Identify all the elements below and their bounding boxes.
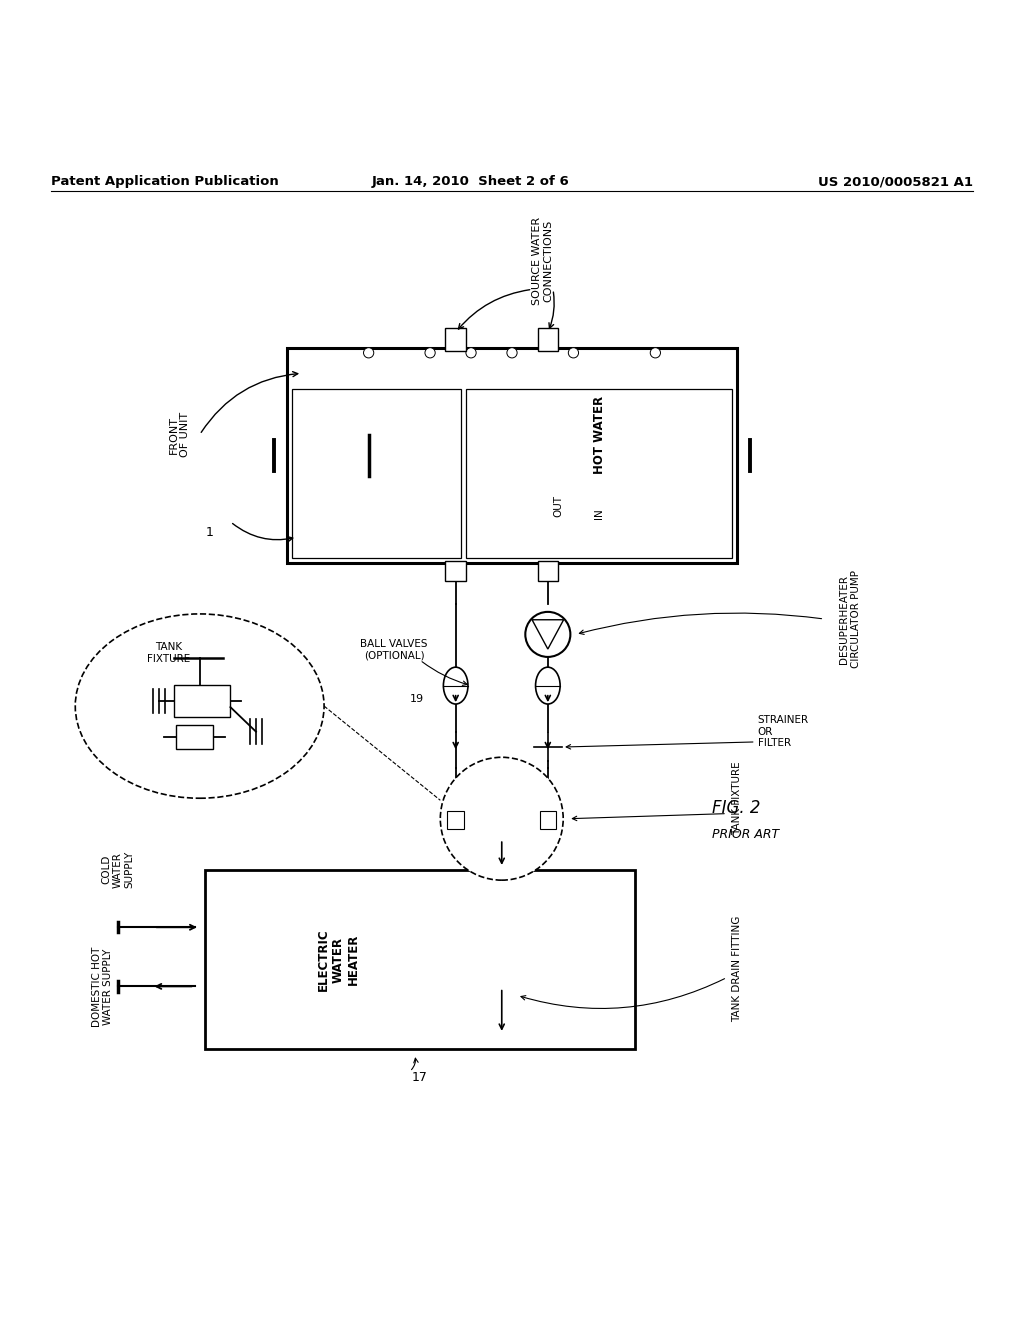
Bar	[538, 561, 558, 581]
Text: 17: 17	[412, 1072, 428, 1084]
Circle shape	[568, 347, 579, 358]
Text: SOURCE WATER
CONNECTIONS: SOURCE WATER CONNECTIONS	[531, 216, 554, 305]
Bar	[540, 810, 556, 829]
Text: COLD
WATER
SUPPLY: COLD WATER SUPPLY	[101, 851, 134, 888]
Polygon shape	[532, 620, 563, 649]
Bar	[292, 388, 461, 557]
Text: STRAINER
OR
FILTER: STRAINER OR FILTER	[758, 715, 809, 748]
Circle shape	[507, 347, 517, 358]
Circle shape	[525, 612, 570, 657]
Text: 1: 1	[206, 525, 214, 539]
Bar	[466, 388, 732, 557]
Text: Patent Application Publication: Patent Application Publication	[51, 176, 279, 189]
Text: BALL VALVES
(OPTIONAL): BALL VALVES (OPTIONAL)	[360, 639, 428, 660]
Text: OUT: OUT	[553, 495, 563, 517]
Text: DESUPERHEATER
CIRCULATOR PUMP: DESUPERHEATER CIRCULATOR PUMP	[839, 570, 861, 668]
Text: 19: 19	[410, 694, 424, 704]
Bar	[287, 347, 737, 562]
Circle shape	[364, 347, 374, 358]
Circle shape	[466, 347, 476, 358]
Circle shape	[425, 347, 435, 358]
Text: ELECTRIC
WATER
HEATER: ELECTRIC WATER HEATER	[316, 928, 359, 991]
Ellipse shape	[443, 667, 468, 704]
Bar	[538, 329, 558, 351]
Text: HOT WATER: HOT WATER	[593, 396, 605, 474]
Bar	[174, 685, 230, 717]
Text: DOMESTIC HOT
WATER SUPPLY: DOMESTIC HOT WATER SUPPLY	[91, 946, 114, 1027]
Bar	[176, 725, 213, 748]
Bar	[445, 561, 466, 581]
Text: FRONT
OF UNIT: FRONT OF UNIT	[168, 412, 190, 457]
Text: TANK DRAIN FITTING: TANK DRAIN FITTING	[732, 915, 742, 1022]
Text: PRIOR ART: PRIOR ART	[712, 828, 779, 841]
Bar	[445, 329, 466, 351]
Bar	[447, 810, 464, 829]
Circle shape	[440, 758, 563, 880]
Ellipse shape	[536, 667, 560, 704]
Text: TANK FIXTURE: TANK FIXTURE	[732, 762, 742, 836]
Ellipse shape	[76, 614, 324, 799]
Text: US 2010/0005821 A1: US 2010/0005821 A1	[818, 176, 973, 189]
Text: IN: IN	[594, 508, 604, 519]
Text: TANK
FIXTURE: TANK FIXTURE	[147, 642, 190, 664]
Circle shape	[650, 347, 660, 358]
Text: Jan. 14, 2010  Sheet 2 of 6: Jan. 14, 2010 Sheet 2 of 6	[372, 176, 570, 189]
Text: FIG. 2: FIG. 2	[712, 800, 760, 817]
Bar	[205, 870, 635, 1049]
